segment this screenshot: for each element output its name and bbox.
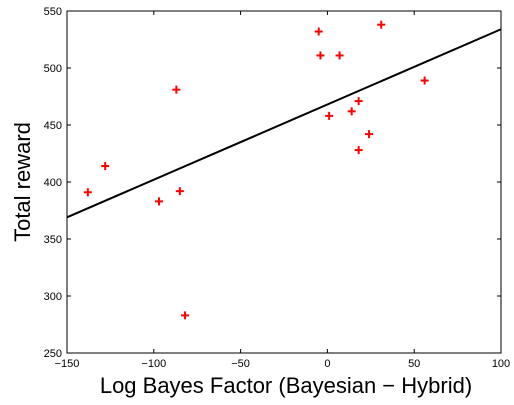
x-tick-label: −50	[231, 358, 250, 370]
ticks: −150 −100 −50 0 50 100 250 300 350 400 450 500 550	[44, 6, 511, 370]
y-tick-label: 550	[44, 6, 62, 18]
data-point	[316, 51, 325, 60]
y-tick-label: 400	[44, 177, 62, 189]
regression-line	[66, 28, 502, 219]
data-point	[181, 311, 190, 320]
data-point	[172, 85, 181, 94]
data-point	[347, 107, 356, 116]
data-point	[354, 97, 363, 106]
y-tick-label: 450	[44, 120, 62, 132]
x-axis-label: Log Bayes Factor (Bayesian − Hybrid)	[100, 373, 472, 398]
data-point	[155, 197, 164, 206]
x-tick-label: 50	[408, 358, 420, 370]
x-tick-label: −100	[141, 358, 166, 370]
data-points	[83, 20, 429, 320]
data-point	[377, 20, 386, 29]
data-point	[420, 76, 429, 85]
y-tick-label: 500	[44, 63, 62, 75]
y-tick-label: 250	[44, 348, 62, 360]
data-point	[175, 187, 184, 196]
x-tick-label: 0	[324, 358, 330, 370]
data-point	[335, 51, 344, 60]
x-tick-label: 100	[492, 358, 510, 370]
data-point	[365, 130, 374, 139]
data-point	[354, 146, 363, 155]
y-tick-label: 300	[44, 291, 62, 303]
y-axis-label: Total reward	[10, 122, 35, 242]
plot-area	[66, 10, 502, 354]
data-point	[325, 111, 334, 120]
data-point	[83, 188, 92, 197]
y-tick-label: 350	[44, 234, 62, 246]
data-point	[101, 162, 110, 171]
x-tick-label: −150	[55, 358, 80, 370]
data-point	[314, 27, 323, 36]
